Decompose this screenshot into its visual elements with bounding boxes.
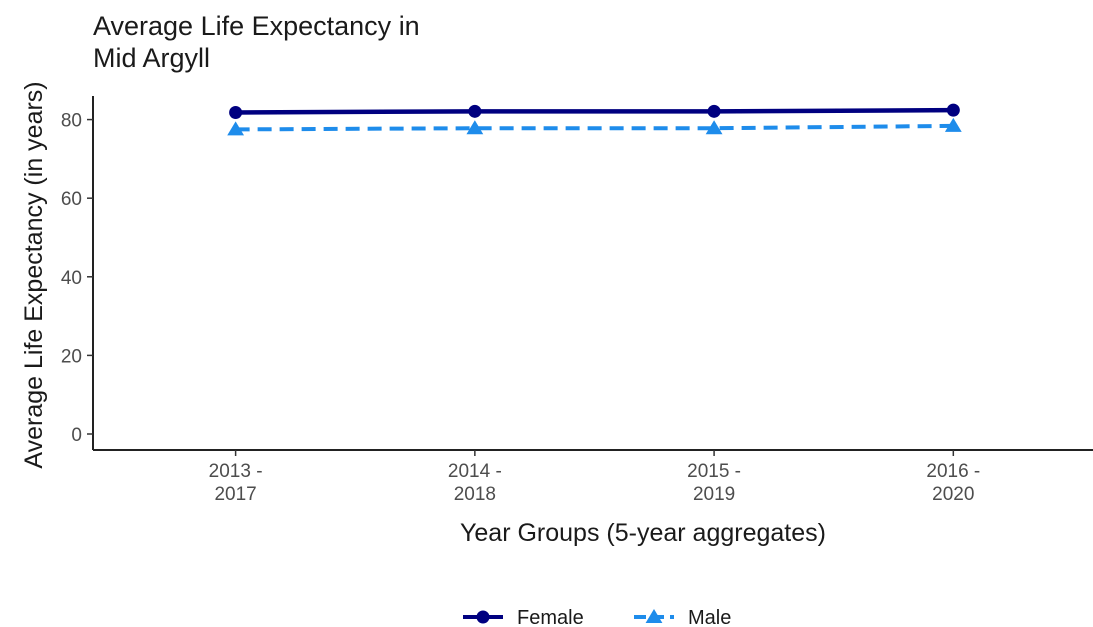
series-layer — [227, 103, 962, 136]
y-tick-label: 60 — [61, 189, 82, 210]
legend: Female Male — [463, 607, 731, 627]
y-axis-ticks: 0 20 40 60 80 — [61, 111, 93, 446]
female-point — [946, 103, 960, 117]
male-series-line — [235, 123, 954, 132]
x-tick-label: 2014 -2018 — [448, 461, 502, 505]
x-tick-label: 2016 -2020 — [926, 461, 980, 505]
chart-axes — [92, 96, 1093, 451]
female-point — [229, 106, 243, 120]
chart-title-line-2: Mid Argyll — [93, 43, 211, 73]
y-tick-label: 40 — [61, 268, 82, 289]
y-tick-label: 0 — [71, 425, 82, 446]
y-tick-label: 20 — [61, 346, 82, 367]
male-point — [944, 117, 962, 132]
legend-label-male: Male — [688, 607, 731, 627]
y-tick-label: 80 — [61, 111, 82, 132]
male-point — [466, 120, 484, 135]
male-point — [227, 121, 245, 136]
y-axis-title: Average Life Expectancy (in years) — [20, 81, 48, 468]
chart-title-line-1: Average Life Expectancy in — [93, 11, 420, 41]
female-point — [468, 104, 482, 118]
female-series-line — [235, 107, 954, 115]
female-point — [707, 104, 721, 118]
legend-key-female-marker — [476, 610, 490, 624]
x-axis-ticks: 2013 -2017 2014 -2018 2015 -2019 2016 -2020 — [209, 450, 980, 505]
legend-label-female: Female — [517, 607, 584, 627]
male-point — [705, 120, 723, 135]
chart-title: Average Life Expectancy in Mid Argyll — [93, 10, 420, 74]
legend-key-male-marker — [645, 609, 663, 623]
x-axis-title: Year Groups (5-year aggregates) — [460, 519, 826, 547]
x-tick-label: 2013 -2017 — [209, 461, 263, 505]
x-tick-label: 2015 -2019 — [687, 461, 741, 505]
